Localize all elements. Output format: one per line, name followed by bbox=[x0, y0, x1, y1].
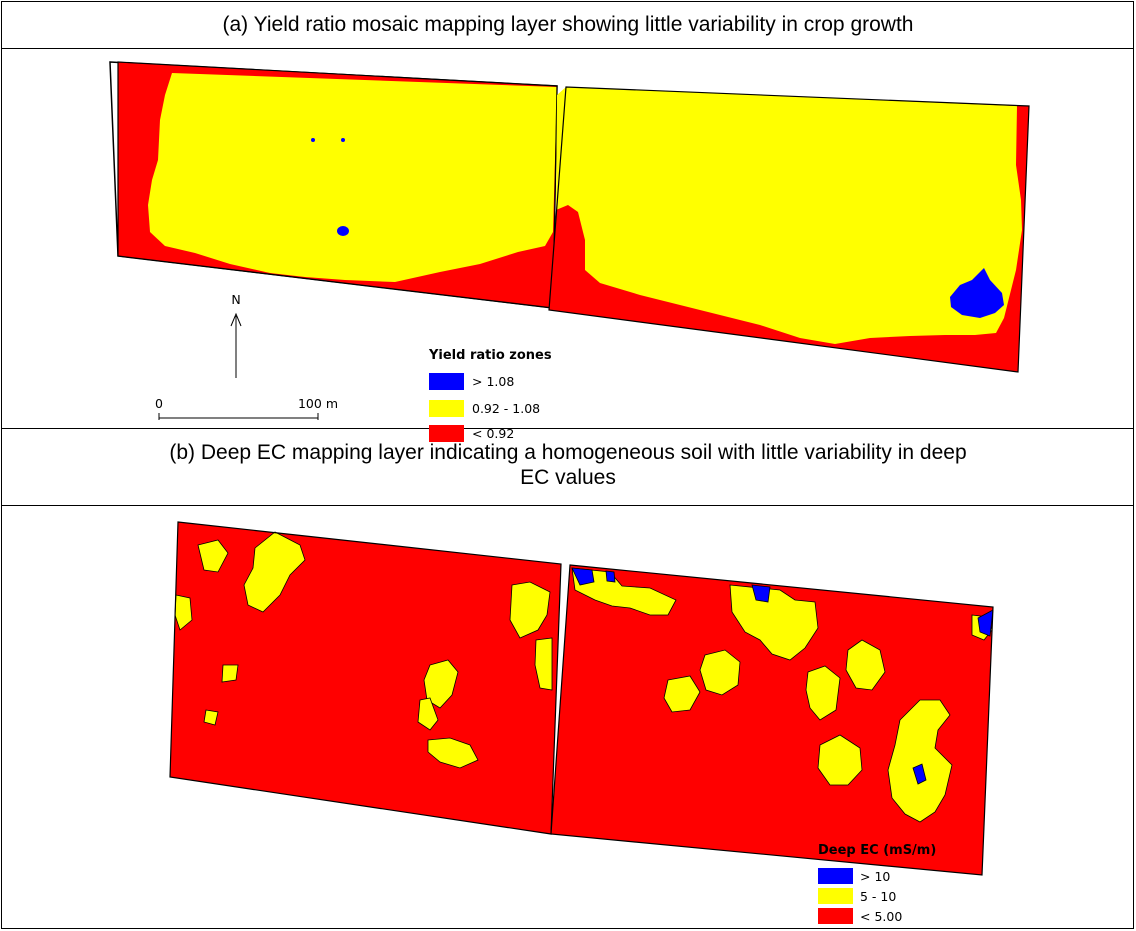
legend-title: Deep EC (mS/m) bbox=[818, 843, 936, 858]
zone-medium bbox=[805, 665, 841, 721]
legend-label-low: < 0.92 bbox=[472, 426, 514, 441]
scale-start-label: 0 bbox=[155, 396, 163, 411]
panel-b-right-field bbox=[550, 564, 994, 876]
legend-label-medium: 5 - 10 bbox=[860, 889, 896, 904]
zone-medium bbox=[509, 581, 551, 639]
panel-b-caption: (b) Deep EC mapping layer indicating a h… bbox=[0, 440, 1136, 490]
table-rule bbox=[2, 505, 1133, 506]
field-boundary bbox=[550, 564, 994, 876]
legend-title: Yield ratio zones bbox=[428, 348, 552, 363]
field-boundary bbox=[548, 86, 1030, 373]
zone-high bbox=[571, 567, 595, 586]
zone-medium bbox=[845, 639, 886, 691]
zone-medium bbox=[417, 697, 439, 731]
legend-deep-ec: Deep EC (mS/m) > 10 5 - 10 < 5.00 bbox=[818, 843, 936, 924]
zone-medium bbox=[423, 659, 459, 709]
zone-high bbox=[337, 226, 349, 236]
panel-a-map: N 0 100 m Yield ratio zones > 1.08 0.92 … bbox=[109, 61, 1030, 428]
legend-label-medium: 0.92 - 1.08 bbox=[472, 401, 540, 416]
panel-b-caption-line1: (b) Deep EC mapping layer indicating a h… bbox=[169, 441, 967, 464]
zone-medium bbox=[197, 539, 229, 573]
zone-medium bbox=[203, 709, 219, 726]
north-label: N bbox=[231, 292, 240, 307]
north-arrow: N bbox=[230, 292, 242, 378]
legend-label-high: > 10 bbox=[860, 869, 890, 884]
panel-b-left-field bbox=[169, 521, 562, 835]
zone-medium bbox=[729, 584, 819, 661]
zone-high bbox=[341, 138, 345, 142]
legend-a-third-row: < 0.92 bbox=[429, 425, 514, 442]
legend-yield-ratio: Yield ratio zones > 1.08 0.92 - 1.08 bbox=[428, 348, 552, 428]
zone-medium bbox=[221, 664, 239, 683]
legend-swatch-high bbox=[818, 868, 853, 884]
zone-medium bbox=[817, 734, 863, 786]
zone-high bbox=[751, 584, 771, 603]
zone-high bbox=[977, 609, 994, 637]
panel-b-map: Deep EC (mS/m) > 10 5 - 10 < 5.00 bbox=[169, 521, 994, 924]
legend-swatch-medium bbox=[429, 400, 464, 417]
panel-a-right-field bbox=[548, 86, 1030, 373]
zone-high bbox=[311, 138, 315, 142]
zone-high bbox=[605, 570, 616, 583]
panel-b-caption-line2: EC values bbox=[520, 466, 616, 489]
zone-medium bbox=[148, 73, 557, 282]
panel-a-left-field bbox=[109, 61, 558, 309]
zone-medium bbox=[534, 637, 553, 691]
zone-high bbox=[912, 763, 927, 785]
table-rule bbox=[2, 428, 1133, 429]
zone-medium bbox=[571, 567, 677, 616]
legend-label-high: > 1.08 bbox=[472, 374, 514, 389]
legend-swatch-medium bbox=[818, 888, 853, 904]
zone-medium bbox=[556, 87, 1022, 344]
zone-medium bbox=[663, 675, 701, 713]
zone-high bbox=[950, 268, 1004, 318]
scale-bar: 0 100 m bbox=[155, 396, 338, 420]
zone-medium bbox=[699, 649, 741, 696]
zone-medium bbox=[243, 531, 306, 613]
scale-end-label: 100 m bbox=[298, 396, 338, 411]
legend-swatch-low bbox=[818, 908, 853, 924]
table-rule bbox=[2, 48, 1133, 49]
legend-swatch-high bbox=[429, 373, 464, 390]
zone-medium bbox=[427, 737, 479, 769]
legend-swatch-low bbox=[429, 425, 464, 442]
zone-low bbox=[551, 565, 993, 875]
zone-medium bbox=[887, 699, 953, 823]
panel-a-caption: (a) Yield ratio mosaic mapping layer sho… bbox=[222, 13, 914, 36]
legend-label-low: < 5.00 bbox=[860, 909, 902, 924]
